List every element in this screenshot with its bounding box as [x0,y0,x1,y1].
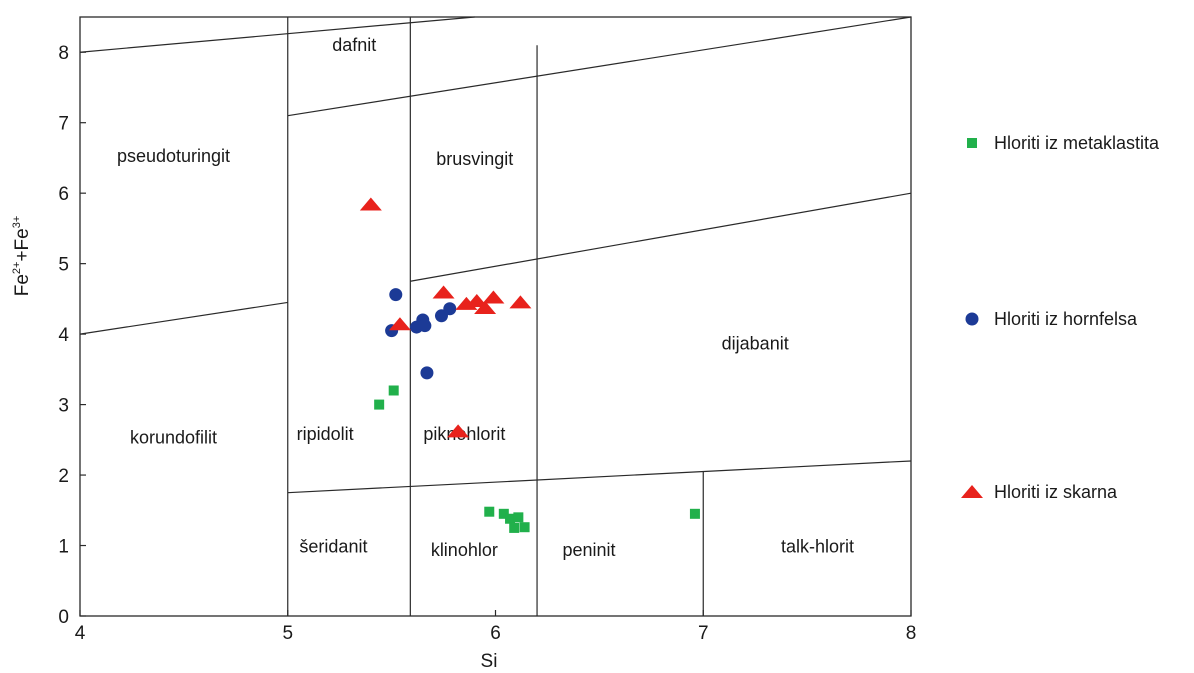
legend-item: Hloriti iz metaklastita [967,133,1160,153]
y-axis-label-main: Fe [12,274,33,296]
data-points [359,197,700,533]
y-axis-label-sup1: 2+ [11,262,23,275]
y-tick-label: 7 [58,114,69,135]
y-tick-label: 0 [58,607,69,628]
data-point-square [519,522,530,533]
field-label: peninit [562,540,615,560]
field-boundary-line [79,16,475,53]
x-tick-label: 4 [75,623,86,644]
legend-item: Hloriti iz hornfelsa [965,309,1138,329]
field-boundaries [79,16,912,616]
data-point-square [374,399,385,410]
x-tick-label: 7 [698,623,709,644]
data-point-square [689,508,700,519]
axis-ticks: 4 5 6 7 8 0 1 2 3 4 5 6 7 8 [58,43,916,644]
y-tick-label: 1 [58,537,69,558]
data-point-circle [443,302,457,316]
legend-marker-triangle [961,485,983,498]
x-tick-label: 6 [490,623,501,644]
field-labels: dafnit pseudoturingit brusvingit dijabanit k… [117,35,854,560]
y-tick-label: 6 [58,184,69,205]
y-axis-label-plus: +Fe [12,228,33,261]
data-point-triangle [474,301,497,315]
data-point-triangle [432,285,455,299]
y-tick-label: 5 [58,255,69,276]
data-point-triangle [359,197,382,211]
field-label: dijabanit [722,334,789,354]
field-label: ripidolit [297,424,354,444]
data-point-triangle [447,424,470,438]
legend-label: Hloriti iz skarna [994,482,1118,502]
legend-marker-square [967,138,977,148]
field-boundary-line [287,16,912,117]
legend-marker-circle [965,312,979,326]
legend-item: Hloriti iz skarna [961,482,1118,502]
data-point-triangle [482,290,505,304]
data-point-circle [418,319,432,333]
y-tick-label: 2 [58,466,69,487]
data-point-square [388,385,399,396]
field-label: šeridanit [299,537,367,557]
y-tick-label: 8 [58,43,69,64]
plot-frame [79,16,912,617]
data-point-circle [389,288,403,302]
field-label: korundofilit [130,427,217,447]
series-square [374,385,700,533]
y-tick-label: 4 [58,325,69,346]
data-point-square [498,508,509,519]
data-point-square [505,513,516,524]
field-label: klinohlor [431,540,498,560]
data-point-square [509,522,520,533]
field-label: pseudoturingit [117,146,230,166]
legend-label: Hloriti iz hornfelsa [994,309,1138,329]
y-axis-label: Fe2++Fe3+ [11,216,33,297]
x-tick-label: 8 [906,623,917,644]
legend: Hloriti iz metaklastita Hloriti iz hornfe… [961,133,1160,502]
field-label: talk-hlorit [781,537,854,557]
data-point-square [484,506,495,517]
x-axis-label: Si [481,651,498,672]
plot-border [79,16,912,617]
data-point-circle [420,366,434,380]
series-circle [385,288,457,380]
series-triangle [359,197,532,438]
field-boundary-line [410,192,912,282]
field-boundary-line [287,460,912,494]
field-label: dafnit [332,35,376,55]
legend-label: Hloriti iz metaklastita [994,133,1160,153]
y-axis-label-sup2: 3+ [11,216,23,229]
field-label: brusvingit [436,149,513,169]
y-tick-label: 3 [58,396,69,417]
x-tick-label: 5 [282,623,293,644]
data-point-triangle [509,295,532,309]
field-boundary-line [79,301,288,335]
data-point-triangle [388,317,411,331]
data-point-square [513,512,524,523]
data-point-triangle [465,293,488,307]
